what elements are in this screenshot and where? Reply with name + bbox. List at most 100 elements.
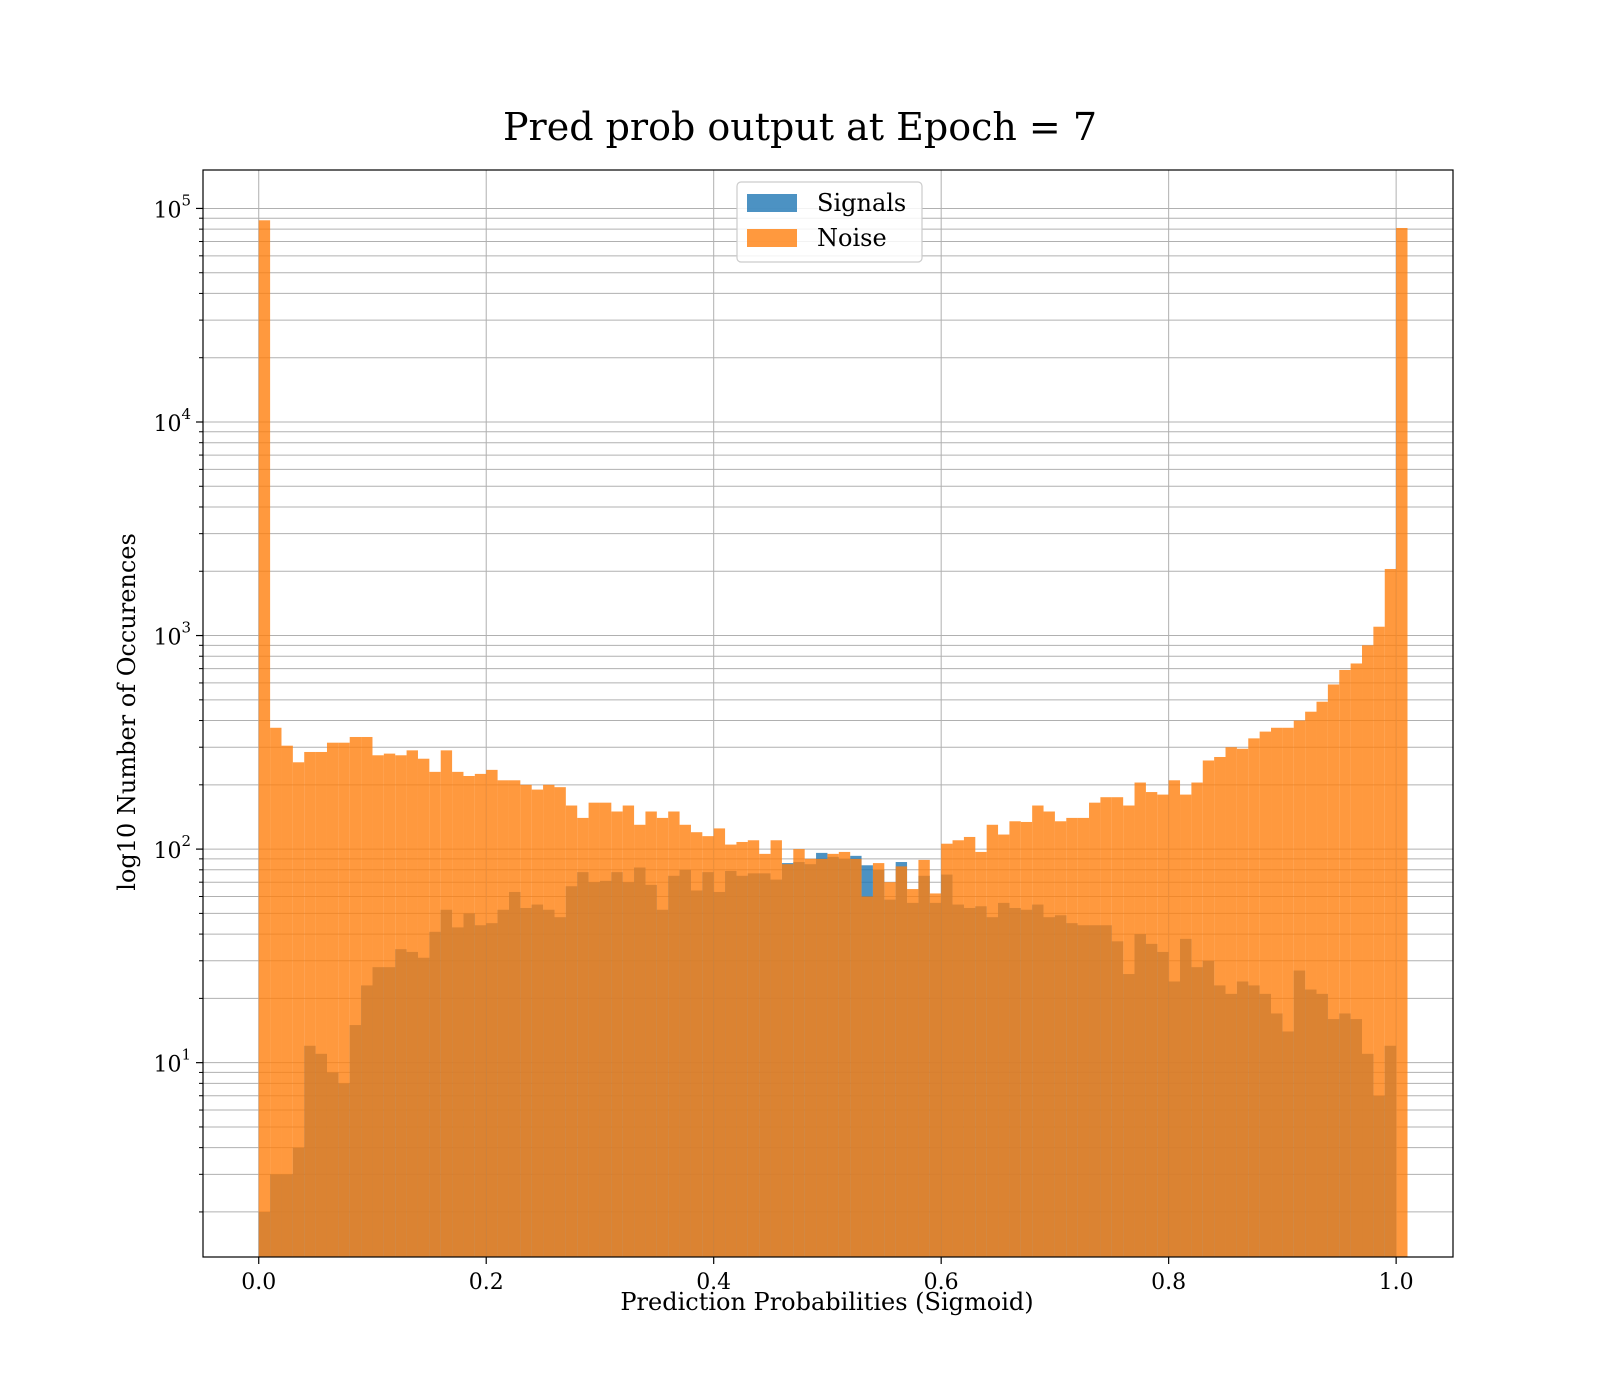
bar	[895, 866, 908, 1257]
legend-swatch	[747, 194, 797, 212]
histogram-bars	[258, 220, 1408, 1258]
bar	[952, 840, 964, 1257]
bar	[1157, 794, 1169, 1257]
bar	[508, 780, 521, 1257]
bar	[918, 859, 930, 1257]
bar	[725, 844, 737, 1257]
bar	[1350, 663, 1363, 1257]
bar	[554, 787, 566, 1257]
bar	[1384, 568, 1397, 1257]
y-tick-label: 105	[153, 191, 191, 223]
bar	[1066, 817, 1078, 1257]
bar	[759, 853, 771, 1257]
bar	[440, 750, 453, 1257]
bar	[986, 824, 999, 1257]
bar	[1293, 720, 1306, 1257]
bar	[1089, 802, 1101, 1257]
legend-label: Noise	[817, 224, 887, 252]
bar	[361, 736, 373, 1257]
bar	[1214, 756, 1226, 1257]
bar	[1362, 645, 1374, 1257]
bar	[338, 742, 350, 1257]
bar	[679, 824, 691, 1257]
bar	[975, 851, 987, 1257]
bar	[258, 220, 271, 1257]
bar	[1225, 747, 1237, 1257]
bar	[1202, 760, 1215, 1257]
bar	[1191, 782, 1203, 1257]
legend-label: Signals	[817, 189, 906, 217]
bar	[850, 858, 862, 1257]
bar	[1009, 821, 1021, 1257]
bar	[1373, 626, 1385, 1257]
bar	[1123, 805, 1135, 1257]
bar	[656, 817, 669, 1257]
x-tick-label: 0.4	[696, 1270, 731, 1295]
bar	[998, 834, 1010, 1257]
bar	[1043, 811, 1055, 1257]
bar	[543, 784, 555, 1257]
bar	[1316, 701, 1328, 1257]
bar	[1271, 727, 1283, 1257]
bar	[713, 828, 726, 1257]
bar	[1077, 817, 1090, 1257]
bar	[1248, 738, 1260, 1257]
bar	[793, 849, 805, 1257]
bar	[963, 836, 976, 1257]
bar	[486, 769, 498, 1257]
bar	[1236, 748, 1249, 1257]
bar	[326, 742, 339, 1257]
x-axis-label: Prediction Probabilities (Sigmoid)	[620, 1288, 1033, 1316]
bar	[1259, 731, 1272, 1257]
bar	[1054, 821, 1067, 1257]
bar	[1111, 797, 1124, 1257]
bar	[395, 755, 407, 1257]
bar	[497, 780, 509, 1257]
bar	[816, 858, 828, 1257]
bar	[452, 771, 464, 1257]
bar	[1145, 792, 1158, 1257]
bar	[1020, 821, 1033, 1257]
x-tick-label: 0.6	[924, 1270, 959, 1295]
bar	[770, 840, 782, 1257]
y-tick-label: 103	[153, 619, 191, 651]
bar	[1100, 797, 1112, 1257]
bar	[406, 750, 418, 1257]
bar	[429, 771, 441, 1257]
bar	[611, 811, 623, 1257]
plot-frame	[202, 169, 1454, 1258]
bar	[599, 802, 612, 1257]
x-tick-label: 0.0	[241, 1270, 276, 1295]
bar	[1168, 780, 1181, 1257]
bar	[929, 893, 942, 1257]
bar	[474, 773, 487, 1257]
bar	[565, 805, 578, 1257]
bar	[315, 751, 327, 1257]
chart-title: Pred prob output at Epoch = 7	[503, 105, 1097, 149]
x-axis-ticks: 0.0 0.2 0.4 0.6 0.8 1.0	[241, 1257, 1414, 1295]
bar	[838, 851, 851, 1257]
y-tick-label: 101	[153, 1046, 191, 1078]
x-tick-label: 0.2	[469, 1270, 504, 1295]
bar	[383, 753, 396, 1257]
bar	[349, 736, 362, 1257]
bar	[1327, 684, 1340, 1257]
bar	[1305, 711, 1317, 1257]
bar	[520, 784, 532, 1257]
bar	[292, 762, 305, 1257]
bar	[872, 863, 885, 1257]
bar	[907, 889, 919, 1257]
bar	[372, 755, 384, 1257]
bar	[804, 858, 817, 1257]
bar	[417, 758, 430, 1257]
legend: Signals Noise	[736, 181, 923, 263]
bar	[690, 832, 703, 1257]
y-tick-label: 102	[153, 832, 191, 864]
bar	[1339, 669, 1351, 1257]
y-axis-ticks: 101 102 103 104 105	[153, 191, 203, 1213]
bar	[702, 836, 714, 1257]
bar	[1032, 805, 1044, 1257]
bar	[827, 853, 839, 1257]
y-axis-label: log10 Number of Occurences	[113, 533, 141, 891]
